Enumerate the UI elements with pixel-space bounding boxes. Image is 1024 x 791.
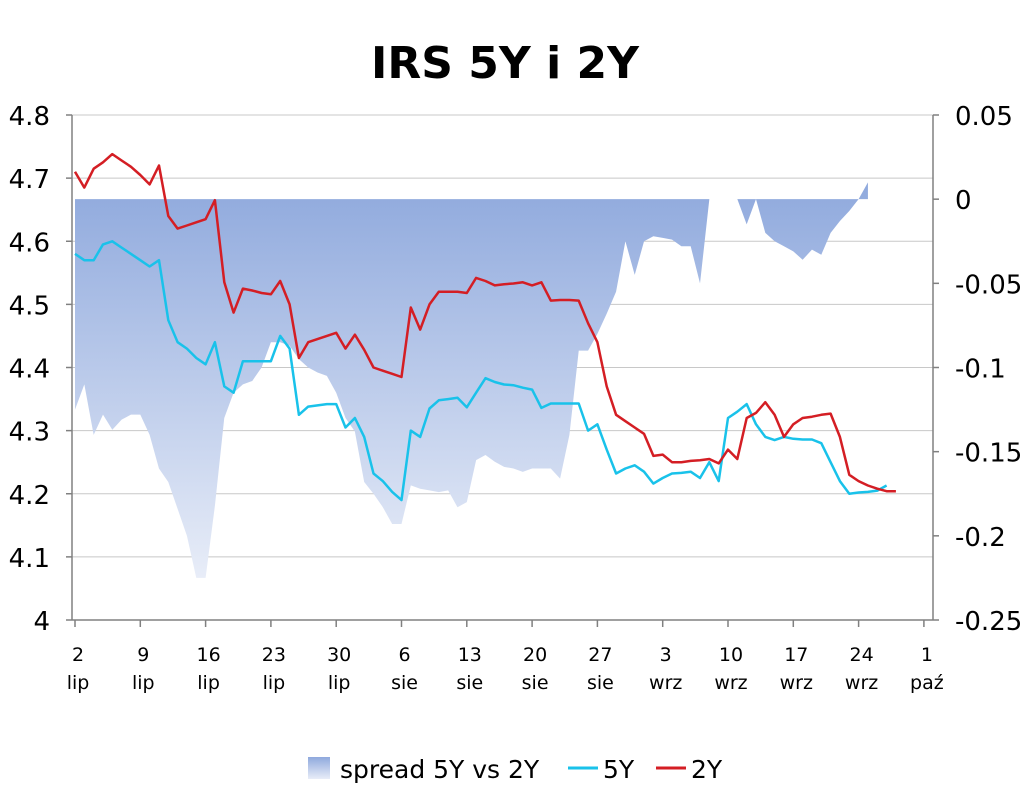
y-right-tick-label: -0.15 <box>955 439 1022 469</box>
y-left-tick-label: 4.7 <box>9 165 50 195</box>
x-tick-label-day: 23 <box>262 644 286 666</box>
y-left-tick-label: 4.6 <box>9 228 50 258</box>
x-tick-label-day: 17 <box>784 644 808 666</box>
x-tick-label-month: lip <box>328 672 351 694</box>
y-right-tick-label: -0.25 <box>955 607 1022 637</box>
legend-label-2y: 2Y <box>691 755 723 784</box>
x-tick-label-month: lip <box>197 672 220 694</box>
x-tick-label-day: 10 <box>719 644 743 666</box>
y-right-tick-label: -0.2 <box>955 523 1006 553</box>
x-tick-label-month: sie <box>587 672 614 694</box>
legend-label-5y: 5Y <box>603 755 635 784</box>
y-left-tick-label: 4.2 <box>9 481 50 511</box>
series-line-2y <box>73 152 896 493</box>
x-tick-label-day: 16 <box>197 644 221 666</box>
x-tick-label-month: wrz <box>780 672 813 694</box>
x-tick-label-month: wrz <box>714 672 747 694</box>
series-area-spread <box>75 182 868 578</box>
x-tick-label-day: 30 <box>327 644 351 666</box>
legend-swatch-spread <box>308 757 330 779</box>
x-tick-label-month: paź <box>910 672 944 694</box>
x-tick-label-month: sie <box>456 672 483 694</box>
y-right-tick-label: -0.1 <box>955 355 1006 385</box>
y-left-tick-label: 4.5 <box>9 291 50 321</box>
x-tick-label-day: 24 <box>850 644 874 666</box>
y-left-tick-label: 4.4 <box>9 355 50 385</box>
y-right-tick-label: 0 <box>955 186 972 216</box>
x-tick-label-day: 6 <box>398 644 410 666</box>
y-left-tick-label: 4.1 <box>9 544 50 574</box>
x-tick-label-month: lip <box>263 672 286 694</box>
y-left-tick-label: 4 <box>33 607 50 637</box>
x-tick-label-day: 9 <box>137 644 149 666</box>
x-tick-label-month: sie <box>522 672 549 694</box>
y-left-tick-label: 4.8 <box>9 102 50 132</box>
x-tick-label-month: lip <box>132 672 155 694</box>
plot-area: 4 4.1 4.2 4.3 4.4 4.5 4.6 4.7 4.8 0.05 0 -0.05 -0.1 -… <box>9 102 1023 694</box>
x-tick-label-day: 13 <box>458 644 482 666</box>
y-left-tick-label: 4.3 <box>9 418 50 448</box>
x-tick-label-day: 3 <box>660 644 672 666</box>
x-tick-label-month: wrz <box>649 672 682 694</box>
x-tick-label-month: wrz <box>845 672 878 694</box>
legend-label-spread: spread 5Y vs 2Y <box>340 755 540 784</box>
x-tick-label-month: lip <box>67 672 90 694</box>
legend: spread 5Y vs 2Y 5Y 2Y <box>308 755 723 784</box>
x-tick-label-month: sie <box>391 672 418 694</box>
x-tick-label-day: 2 <box>72 644 84 666</box>
y-right-tick-label: 0.05 <box>955 102 1013 132</box>
x-tick-label-day: 1 <box>921 644 933 666</box>
x-tick-label-day: 20 <box>523 644 547 666</box>
y-right-tick-label: -0.05 <box>955 270 1022 300</box>
chart-title: IRS 5Y i 2Y <box>371 38 640 89</box>
x-tick-label-day: 27 <box>588 644 612 666</box>
